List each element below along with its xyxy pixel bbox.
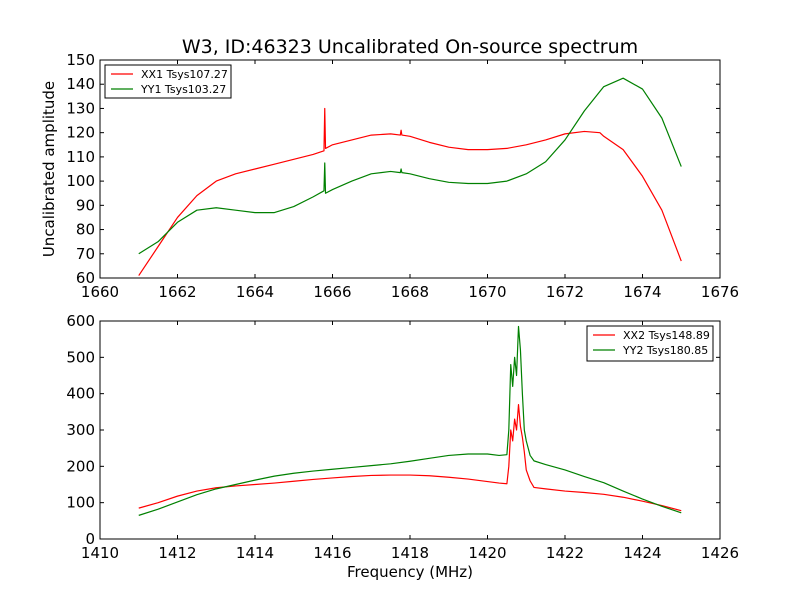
top-plot: 1660 1662 1664 1666 1668 1670 1672 1674 1676 60 70… xyxy=(66,51,739,301)
x-tick-label: 1672 xyxy=(546,283,584,301)
y-tick-label: 500 xyxy=(66,348,95,366)
y-tick-label: 110 xyxy=(66,148,95,166)
x-tick-label: 1422 xyxy=(546,544,584,562)
x-axis-label: Frequency (MHz) xyxy=(347,563,473,581)
x-tick-label: 1418 xyxy=(391,544,429,562)
y-tick-label: 0 xyxy=(85,530,95,548)
y-tick-label: 150 xyxy=(66,51,95,69)
x-tick-label: 1414 xyxy=(236,544,274,562)
x-tick-label: 1416 xyxy=(313,544,351,562)
bottom-plot: 1410 1412 1414 1416 1418 1420 1422 1424 1426 0 100… xyxy=(66,312,739,562)
x-tick-label: 1424 xyxy=(623,544,661,562)
legend-box xyxy=(104,64,232,99)
legend: XX2 Tsys148.89 YY2 Tsys180.85 xyxy=(586,325,714,362)
x-tick-label: 1674 xyxy=(623,283,661,301)
x-tick-label: 1660 xyxy=(81,283,119,301)
y-tick-label: 80 xyxy=(76,221,95,239)
y-tick-label: 70 xyxy=(76,245,95,263)
y-tick-label: 120 xyxy=(66,124,95,142)
y-tick-label: 130 xyxy=(66,99,95,117)
x-tick-label: 1666 xyxy=(313,283,351,301)
legend-label: YY2 Tsys180.85 xyxy=(622,344,708,357)
series-line-1 xyxy=(138,107,682,276)
x-tick-label: 1668 xyxy=(391,283,429,301)
y-axis-label: Uncalibrated amplitude xyxy=(40,81,58,257)
y-tick-label: 60 xyxy=(76,269,95,287)
x-tick-label: 1410 xyxy=(81,544,119,562)
x-tick-label: 1676 xyxy=(701,283,739,301)
x-tick-label: 1664 xyxy=(236,283,274,301)
y-tick-label: 140 xyxy=(66,75,95,93)
legend-label: XX2 Tsys148.89 xyxy=(623,329,710,342)
legend-label: XX1 Tsys107.27 xyxy=(141,68,228,81)
y-tick-label: 400 xyxy=(66,385,95,403)
x-tick-label: 1420 xyxy=(468,544,506,562)
y-tick-label: 100 xyxy=(66,494,95,512)
x-tick-label: 1670 xyxy=(468,283,506,301)
x-tick-label: 1662 xyxy=(158,283,196,301)
x-tick-label: 1412 xyxy=(158,544,196,562)
legend-label: YY1 Tsys103.27 xyxy=(140,83,226,96)
chart-title: W3, ID:46323 Uncalibrated On-source spec… xyxy=(182,36,638,58)
y-tick-label: 200 xyxy=(66,457,95,475)
legend: XX1 Tsys107.27 YY1 Tsys103.27 xyxy=(104,64,232,99)
y-tick-label: 600 xyxy=(66,312,95,330)
y-tick-label: 300 xyxy=(66,421,95,439)
series-line-2 xyxy=(138,325,682,516)
y-tick-label: 90 xyxy=(76,196,95,214)
series-line-2 xyxy=(138,77,682,255)
y-tick-label: 100 xyxy=(66,172,95,190)
x-tick-label: 1426 xyxy=(701,544,739,562)
series-line-1 xyxy=(138,403,682,512)
legend-box xyxy=(586,325,714,362)
